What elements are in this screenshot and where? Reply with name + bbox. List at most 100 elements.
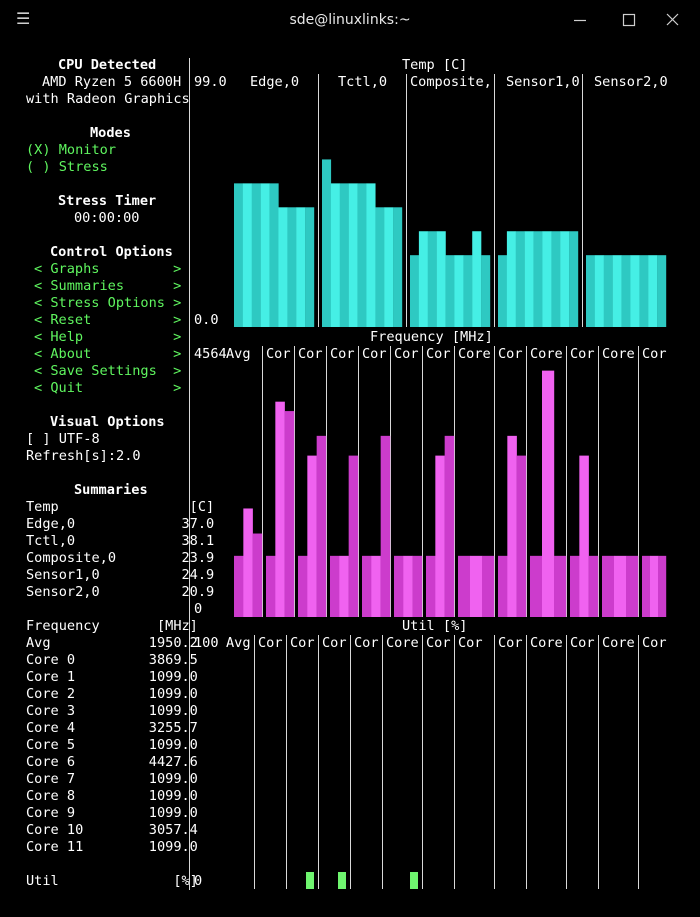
freq-summary-row: Core 6 4427.6: [26, 754, 198, 770]
util-header-label: Cor: [290, 635, 315, 651]
freq-header-label: Core: [458, 346, 491, 362]
freq-bar: [614, 555, 627, 617]
temp-bar: [542, 231, 552, 327]
freq-bar: [426, 555, 436, 617]
freq-header-label: Cor: [642, 346, 667, 362]
menu-summaries[interactable]: < Summaries >: [34, 278, 182, 294]
temp-bar: [612, 255, 622, 327]
freq-summary-row: Core 3 1099.0: [26, 703, 198, 719]
menu-graphs[interactable]: < Graphs >: [34, 261, 182, 277]
temp-bar: [481, 255, 491, 327]
util-header-label: Cor: [322, 635, 347, 651]
freq-header-label: Cor: [394, 346, 419, 362]
freq-header-label: Cor: [426, 346, 451, 362]
temp-bar: [418, 231, 428, 327]
freq-graph-title: Frequency [MHz]: [370, 329, 493, 345]
temp-header-sensor1: Sensor1,0: [506, 74, 580, 90]
util-header-label: Cor: [498, 635, 523, 651]
temp-bar: [260, 183, 270, 327]
freq-bar: [530, 555, 543, 617]
freq-bar: [650, 555, 659, 617]
util-header-label: Core: [530, 635, 563, 651]
stress-timer-heading: Stress Timer: [58, 193, 157, 209]
temp-bar: [427, 231, 437, 327]
refresh-setting[interactable]: Refresh[s]:2.0: [26, 448, 141, 464]
freq-bar: [579, 455, 589, 617]
panel-divider: [189, 58, 190, 890]
temp-bar: [251, 183, 261, 327]
temp-bar: [586, 255, 596, 327]
util-header-label: Cor: [458, 635, 483, 651]
util-header-label: Cor: [570, 635, 595, 651]
temp-bar: [454, 255, 464, 327]
temp-bar: [330, 183, 340, 327]
control-options-heading: Control Options: [50, 244, 173, 260]
temp-bar: [657, 255, 667, 327]
freq-bar: [339, 555, 349, 617]
freq-bar: [298, 555, 308, 617]
menu-quit[interactable]: < Quit >: [34, 380, 182, 396]
freq-summary-row: Core 4 3255.7: [26, 720, 198, 736]
summaries-heading: Summaries: [74, 482, 148, 498]
freq-bar: [626, 555, 639, 617]
freq-header-label: Cor: [498, 346, 523, 362]
menu-about[interactable]: < About >: [34, 346, 182, 362]
temp-bar: [630, 255, 640, 327]
freq-bar: [570, 555, 580, 617]
temp-bar: [410, 255, 420, 327]
freq-bar: [243, 508, 253, 617]
temp-bar: [463, 255, 473, 327]
temp-bar: [472, 231, 482, 327]
util-header-label: Core: [386, 635, 419, 651]
freq-summary-row: Core 9 1099.0: [26, 805, 198, 821]
freq-header-label: Avg: [226, 346, 251, 362]
cpu-heading: CPU Detected: [58, 57, 157, 73]
util-graph-max: 100: [194, 635, 219, 651]
freq-bar: [403, 555, 413, 617]
hamburger-icon[interactable]: ☰: [16, 9, 31, 28]
menu-help[interactable]: < Help >: [34, 329, 182, 345]
freq-summary-row: Core 11 1099.0: [26, 839, 198, 855]
freq-summary-row: Core 0 3869.5: [26, 652, 198, 668]
temp-bar: [305, 207, 315, 327]
visual-options-heading: Visual Options: [50, 414, 165, 430]
freq-bar: [234, 555, 244, 617]
mode-monitor-radio[interactable]: (X) Monitor: [26, 142, 117, 158]
util-header-label: Cor: [258, 635, 283, 651]
util-header-label: Cor: [354, 635, 379, 651]
temp-bar: [569, 231, 579, 327]
freq-graph-min: 0: [194, 601, 203, 617]
temp-bar: [393, 207, 403, 327]
temp-bar: [339, 183, 349, 327]
menu-reset[interactable]: < Reset >: [34, 312, 182, 328]
temp-summary-header: Temp [C]: [26, 499, 215, 515]
temp-bar: [234, 183, 244, 327]
freq-bar: [458, 555, 471, 617]
menu-stress-options[interactable]: < Stress Options >: [34, 295, 182, 311]
freq-bar: [642, 555, 651, 617]
temp-bar: [375, 207, 385, 327]
freq-bar: [507, 435, 517, 617]
temp-bar: [603, 255, 613, 327]
cpu-model-line2: with Radeon Graphics: [26, 91, 190, 107]
utf8-checkbox[interactable]: [ ] UTF-8: [26, 431, 100, 447]
temp-bar: [242, 183, 252, 327]
mode-stress-radio[interactable]: ( ) Stress: [26, 159, 108, 175]
freq-summary-row: Core 1 1099.0: [26, 669, 198, 685]
freq-bar: [348, 455, 359, 617]
freq-bar: [470, 555, 483, 617]
freq-summary-header: Frequency [MHz]: [26, 618, 198, 634]
temp-bar: [533, 231, 543, 327]
freq-summary-row: Core 8 1099.0: [26, 788, 198, 804]
freq-header-label: Cor: [330, 346, 355, 362]
freq-summary-row: Avg 1950.2: [26, 635, 198, 651]
freq-bar: [516, 455, 527, 617]
temp-graph-title: Temp [C]: [402, 57, 468, 73]
temp-bar: [296, 207, 306, 327]
temp-bar: [648, 255, 658, 327]
temp-bar: [560, 231, 570, 327]
menu-save-settings[interactable]: < Save Settings >: [34, 363, 182, 379]
freq-bar: [266, 555, 276, 617]
freq-bar: [252, 533, 263, 617]
